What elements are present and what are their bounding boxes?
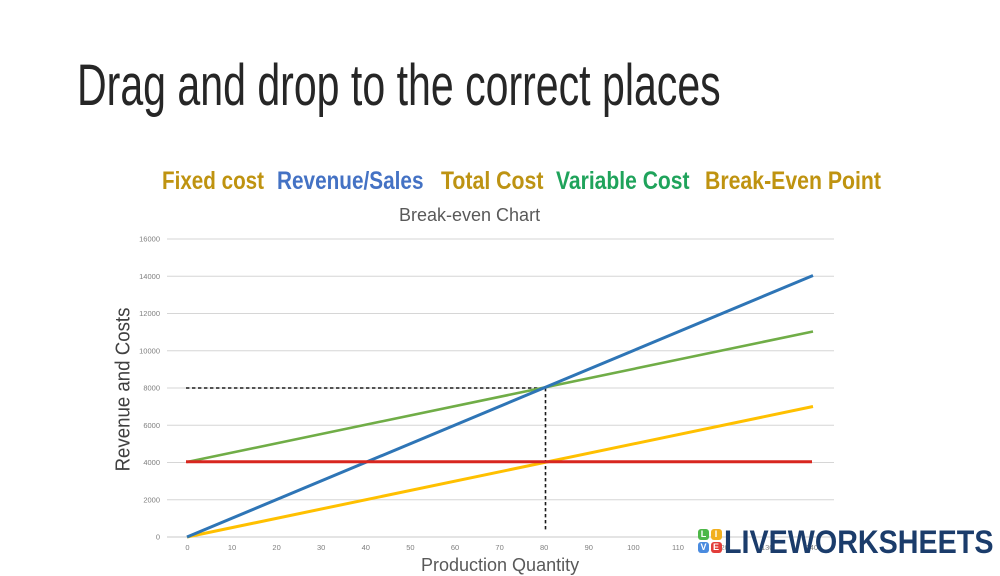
svg-text:120: 120 [716,543,729,552]
svg-text:20: 20 [272,543,280,552]
svg-text:2000: 2000 [143,495,160,504]
svg-text:0: 0 [185,543,189,552]
svg-text:30: 30 [317,543,325,552]
svg-text:110: 110 [672,543,684,552]
svg-text:0: 0 [156,533,160,542]
svg-text:4000: 4000 [143,458,160,467]
svg-text:130: 130 [761,543,774,552]
svg-text:140: 140 [806,543,819,552]
svg-text:8000: 8000 [143,384,160,393]
svg-text:16000: 16000 [139,235,160,244]
svg-text:80: 80 [540,543,548,552]
svg-text:60: 60 [451,543,459,552]
svg-text:14000: 14000 [139,272,160,281]
svg-text:12000: 12000 [139,309,160,318]
svg-text:40: 40 [362,543,370,552]
svg-text:10: 10 [228,543,236,552]
svg-text:6000: 6000 [143,421,160,430]
svg-text:70: 70 [495,543,503,552]
svg-text:90: 90 [585,543,593,552]
svg-text:50: 50 [406,543,414,552]
svg-text:10000: 10000 [139,346,160,355]
svg-text:100: 100 [627,543,640,552]
